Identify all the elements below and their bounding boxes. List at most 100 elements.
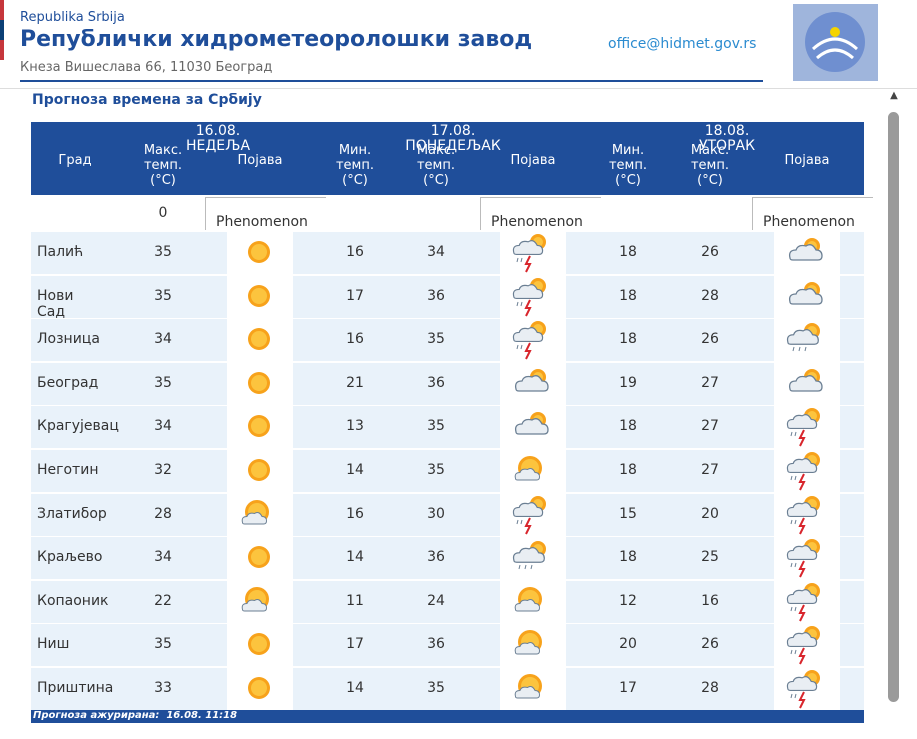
scroll-up[interactable]: ▲ [890,90,898,101]
temperature: 16 [346,331,364,348]
temperature: 14 [346,462,364,478]
row-bg [31,232,864,274]
weather-icon [774,668,840,710]
weather-icon [774,537,840,580]
scrollbar-thumb[interactable] [888,112,899,702]
city: Београд [37,374,99,391]
weather-icon [500,580,566,623]
site-title: Републички хидрометеоролошки завод [20,27,533,52]
temperature: 15 [619,505,637,522]
city: Палић [37,244,84,260]
column-header: Појава [784,153,830,168]
weather-icon [774,362,840,405]
temperature: 22 [154,592,172,609]
row-bg [31,362,864,405]
temperature: 32 [154,462,172,478]
temperature: 35 [154,244,172,260]
row-bg [31,450,864,492]
temperature: 16 [346,505,364,522]
logo [793,4,878,81]
weather-icon [500,668,566,710]
row-bg [31,580,864,623]
temperature: 34 [154,418,172,435]
row-bg [31,275,864,318]
temperature: 18 [619,462,637,478]
temperature: 14 [346,549,364,566]
temperature: 35 [427,331,445,348]
temperature: 28 [701,287,719,304]
temperature: 35 [427,462,445,478]
weather-icon [227,232,293,274]
temperature: 20 [701,505,719,522]
column-header: Макс. темп. (°C) [416,143,456,188]
weather-icon [500,232,566,274]
weather-icon [774,624,840,667]
row-bg [31,537,864,580]
section-title: Прогноза времена за Србију [32,92,262,108]
weather-icon [500,319,566,362]
temperature: 18 [619,244,637,260]
header-bg [31,122,864,195]
row-bg [31,319,864,362]
broken-image: Phenomenon [752,197,873,230]
weather-icon [774,493,840,536]
temperature: 27 [701,374,719,391]
footer: Прогноза ажурирана: 16.08. 11:18 [33,710,238,721]
flag-stripe [0,20,4,40]
temperature: 19 [619,374,637,391]
temperature: 18 [619,418,637,435]
temperature: 11 [346,592,364,609]
temperature: 16 [346,244,364,260]
day-label: 16.08. НЕДЕЉА [185,123,251,154]
city: Приштина [37,680,114,696]
weather-icon [227,450,293,492]
weather-icon [227,537,293,580]
weather-icon [227,493,293,536]
weather-icon [774,319,840,362]
temperature: 16 [701,592,719,609]
temperature: 34 [154,549,172,566]
temperature: 35 [154,287,172,304]
broken-image: Phenomenon [480,197,601,230]
temperature: 27 [701,418,719,435]
temperature: 36 [427,636,445,653]
temperature: 25 [701,549,719,566]
temperature: 21 [346,374,364,391]
temperature: 35 [427,418,445,435]
temperature: 18 [619,287,637,304]
column-header: Мин. темп. (°C) [608,143,647,188]
temperature: 30 [427,505,445,522]
temperature: 33 [154,680,172,696]
day-label: 18.08. УТОРАК [698,123,756,154]
row-bg [31,493,864,536]
temperature: 24 [427,592,445,609]
city: Златибор [37,505,107,522]
temperature: 20 [619,636,637,653]
city: Краљево [37,549,103,566]
weather-icon [774,450,840,492]
temperature: 18 [619,549,637,566]
weather-icon [500,406,566,449]
city: Нови Сад [37,287,74,320]
footer-bar [31,710,864,723]
column-header: Макс. темп. (°C) [143,143,183,188]
temperature: 18 [619,331,637,348]
temperature: 28 [154,505,172,522]
temperature: 35 [154,374,172,391]
weather-icon [227,580,293,623]
column-header: Макс. темп. (°C) [690,143,730,188]
weather-icon [500,537,566,580]
temperature: 17 [619,680,637,696]
weather-icon [227,668,293,710]
city: Неготин [37,462,99,478]
weather-icon [500,493,566,536]
temperature: 12 [619,592,637,609]
republic: Republika Srbija [20,10,125,25]
weather-icon [500,450,566,492]
temperature: 26 [701,244,719,260]
temperature: 14 [346,680,364,696]
divider [0,88,917,89]
temperature: 35 [154,636,172,653]
email[interactable]: office@hidmet.gov.rs [608,36,757,52]
